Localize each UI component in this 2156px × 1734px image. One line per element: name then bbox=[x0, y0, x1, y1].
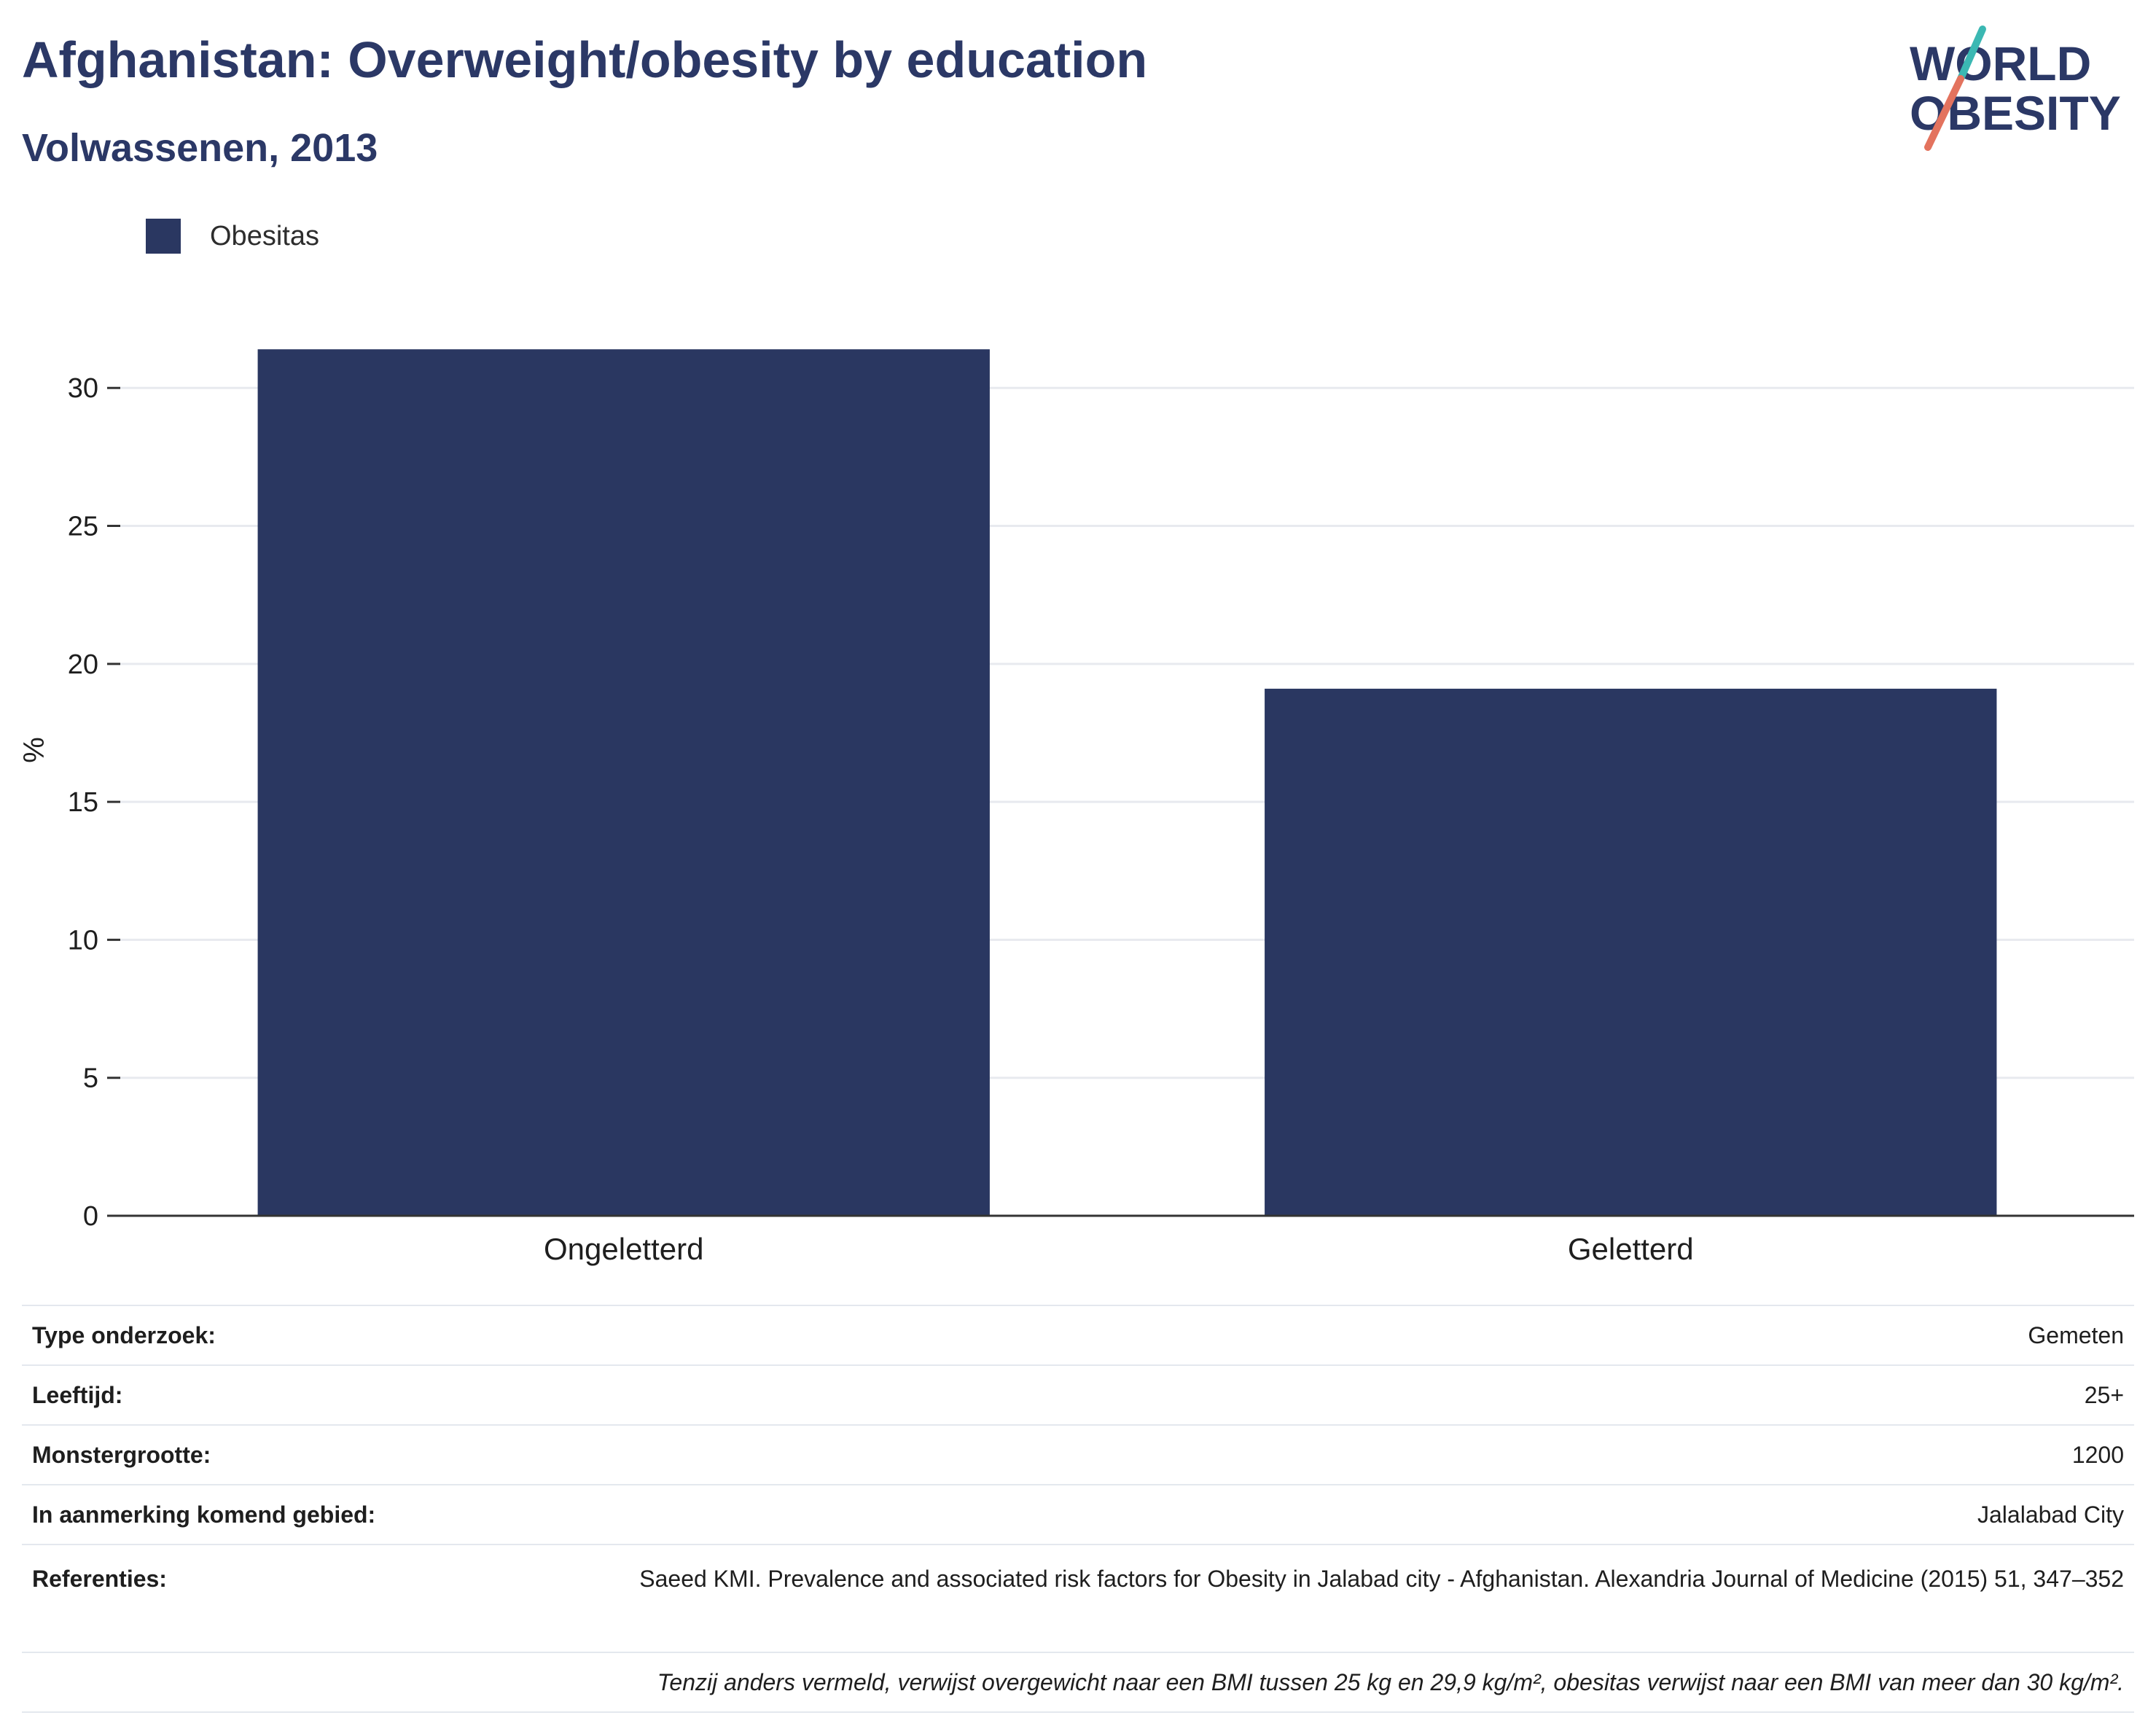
bar-ongeletterd[interactable] bbox=[257, 349, 990, 1216]
meta-value: 1200 bbox=[480, 1424, 2134, 1485]
logo-accent-bottom bbox=[1924, 75, 1964, 151]
meta-label: Type onderzoek: bbox=[22, 1305, 480, 1365]
legend-label-obesitas[interactable]: Obesitas bbox=[210, 220, 319, 251]
bar-geletterd[interactable] bbox=[1265, 688, 1997, 1216]
meta-row-area: In aanmerking komend gebied: Jalalabad C… bbox=[22, 1484, 2134, 1544]
chart-subtitle: Volwassenen, 2013 bbox=[22, 126, 378, 170]
logo-accent-top bbox=[1957, 26, 1986, 82]
meta-row-age: Leeftijd: 25+ bbox=[22, 1364, 2134, 1425]
legend-swatch-obesitas[interactable] bbox=[146, 219, 181, 254]
meta-value: Gemeten bbox=[480, 1305, 2134, 1365]
world-obesity-logo: WORLD OBESITY bbox=[1910, 26, 2121, 151]
x-tick-label: Ongeletterd bbox=[544, 1232, 703, 1266]
chart-title: Afghanistan: Overweight/obesity by educa… bbox=[22, 31, 1148, 88]
y-tick-label: 30 bbox=[68, 373, 98, 404]
meta-value: Saeed KMI. Prevalence and associated ris… bbox=[480, 1544, 2134, 1652]
meta-label: Monstergrootte: bbox=[22, 1424, 480, 1485]
meta-row-sample-size: Monstergrootte: 1200 bbox=[22, 1424, 2134, 1485]
logo-line1: WORLD bbox=[1910, 36, 2091, 90]
meta-label: Leeftijd: bbox=[22, 1364, 480, 1425]
y-tick-label: 5 bbox=[83, 1063, 98, 1094]
bars bbox=[257, 349, 1997, 1216]
y-axis-ticks: 0 5 10 15 20 25 30 bbox=[68, 373, 120, 1232]
meta-row-note: Tenzij anders vermeld, verwijst overgewi… bbox=[22, 1652, 2134, 1713]
y-tick-label: 0 bbox=[83, 1201, 98, 1232]
meta-value: 25+ bbox=[480, 1364, 2134, 1425]
y-tick-label: 25 bbox=[68, 512, 98, 542]
y-tick-label: 20 bbox=[68, 649, 98, 680]
meta-row-type: Type onderzoek: Gemeten bbox=[22, 1305, 2134, 1365]
meta-value: Jalalabad City bbox=[480, 1484, 2134, 1544]
definition-note: Tenzij anders vermeld, verwijst overgewi… bbox=[22, 1652, 2134, 1713]
meta-row-references: Referenties: Saeed KMI. Prevalence and a… bbox=[22, 1544, 2134, 1652]
bar-chart: 0 5 10 15 20 25 30 Ongeletterd Geletterd % bbox=[18, 349, 2134, 1266]
x-tick-label: Geletterd bbox=[1568, 1232, 1694, 1266]
metadata-table: Type onderzoek: Gemeten Leeftijd: 25+ Mo… bbox=[22, 1305, 2134, 1713]
y-tick-label: 10 bbox=[68, 925, 98, 956]
x-axis-labels: Ongeletterd Geletterd bbox=[544, 1232, 1694, 1266]
y-tick-label: 15 bbox=[68, 787, 98, 818]
y-axis-label: % bbox=[18, 737, 50, 763]
meta-label: In aanmerking komend gebied: bbox=[22, 1484, 480, 1544]
meta-label: Referenties: bbox=[22, 1544, 480, 1652]
legend: Obesitas bbox=[146, 216, 319, 257]
